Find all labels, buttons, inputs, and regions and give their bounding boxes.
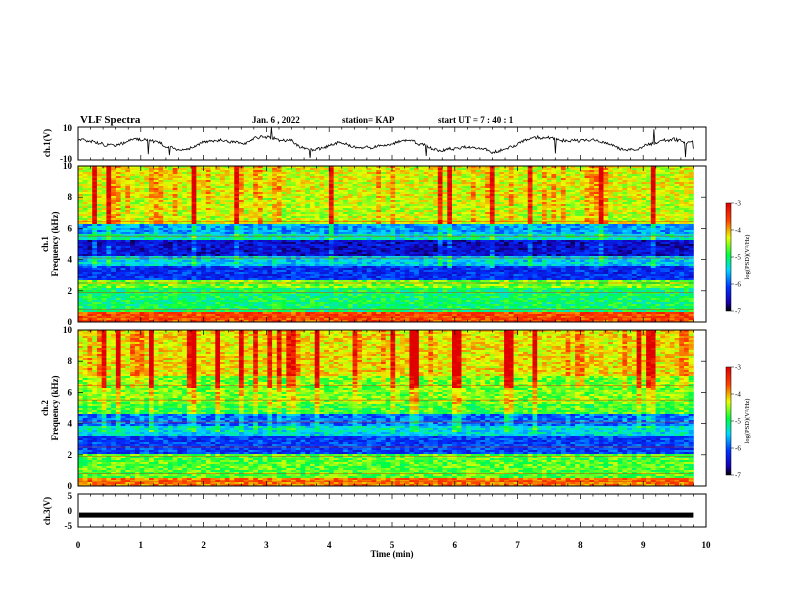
ch1-spectrogram-panel: 0 2 4 6 8 10 ch.1 Frequency (kHz)	[40, 161, 707, 327]
x-tick-label: 8	[578, 540, 583, 550]
ch3-ytick-top: 5	[68, 491, 73, 501]
x-tick-label: 1	[139, 540, 144, 550]
colorbar-tick-label: -6	[735, 281, 741, 289]
ch1-spectrogram-ylabel-line2: Frequency (kHz)	[50, 211, 60, 276]
ch2-spectrogram-ylabel-line2: Frequency (kHz)	[50, 375, 60, 440]
date-label: Jan. 6 , 2022	[252, 115, 300, 125]
y-tick-label: 10	[63, 325, 73, 335]
y-tick-label: 0	[68, 481, 73, 491]
ch2-spectrogram-image	[78, 330, 706, 487]
y-tick-label: 4	[68, 419, 73, 429]
ch1-colorbar: -3 -4 -5 -6 -7 log(PSD)(V²/Hz)	[725, 200, 751, 316]
ch3-ylabel: ch.3(V)	[42, 497, 52, 525]
y-tick-label: 8	[68, 356, 73, 366]
figure-title: VLF Spectra	[80, 114, 141, 126]
x-tick-label: 3	[264, 540, 269, 550]
colorbar-tick-label: -5	[735, 254, 741, 262]
x-tick-label: 6	[453, 540, 458, 550]
x-tick-label: 4	[327, 540, 332, 550]
colorbar-tick-label: -7	[735, 472, 741, 480]
ch2-colorbar-label: log(PSD)(V²/Hz)	[744, 399, 751, 444]
colorbar-tick-label: -7	[735, 308, 741, 316]
ch1-ytick-top: 10	[63, 123, 73, 133]
start-time-label: start UT = 7 : 40 : 1	[438, 115, 514, 125]
ch3-waveform-panel: 5 0 -5 ch.3(V)	[42, 491, 707, 531]
y-tick-label: 6	[68, 387, 73, 397]
y-tick-label: 2	[68, 286, 73, 296]
ch1-colorbar-label: log(PSD)(V²/Hz)	[744, 235, 751, 280]
colorbar-tick-label: -4	[735, 391, 741, 399]
ch2-spectrogram-ylabel-line1: ch.2	[40, 400, 50, 416]
colorbar-tick-label: -3	[735, 364, 741, 372]
x-tick-label: 2	[201, 540, 206, 550]
x-tick-label: 7	[515, 540, 520, 550]
ch1-spectrogram-image	[78, 166, 706, 323]
ch3-ytick-bottom: -5	[65, 521, 73, 531]
x-tick-label: 0	[76, 540, 81, 550]
colorbar-tick-label: -3	[735, 200, 741, 208]
ch1-waveform-panel: 10 -10 ch.1(V)	[42, 123, 707, 164]
x-tick-label: 9	[641, 540, 646, 550]
y-tick-label: 4	[68, 255, 73, 265]
colorbar-tick-label: -4	[735, 227, 741, 235]
station-label: station= KAP	[342, 115, 395, 125]
x-tick-label: 10	[702, 540, 712, 550]
x-tick-label: 5	[390, 540, 395, 550]
ch1-ytick-bottom: -10	[60, 154, 72, 164]
ch2-colorbar: -3 -4 -5 -6 -7 log(PSD)(V²/Hz)	[725, 364, 751, 480]
y-tick-label: 8	[68, 192, 73, 202]
ch2-spectrogram-panel: 0 2 4 6 8 10 ch.2 Frequency (kHz)	[40, 325, 707, 491]
ch3-ytick-mid: 0	[68, 506, 73, 516]
colorbar-tick-label: -5	[735, 418, 741, 426]
y-tick-label: 10	[63, 161, 73, 171]
colorbar-tick-label: -6	[735, 445, 741, 453]
x-axis-label: Time (min)	[370, 549, 413, 559]
ch1-spectrogram-ylabel-line1: ch.1	[40, 236, 50, 252]
x-axis-tick-labels: 0 1 2 3 4 5 6 7 8 9 10	[76, 540, 711, 550]
y-tick-label: 6	[68, 223, 73, 233]
ch3-waveform-trace	[79, 512, 694, 518]
y-tick-label: 2	[68, 450, 73, 460]
ch1-ylabel: ch.1(V)	[42, 129, 52, 157]
y-tick-label: 0	[68, 317, 73, 327]
ch1-waveform-trace	[77, 126, 694, 158]
